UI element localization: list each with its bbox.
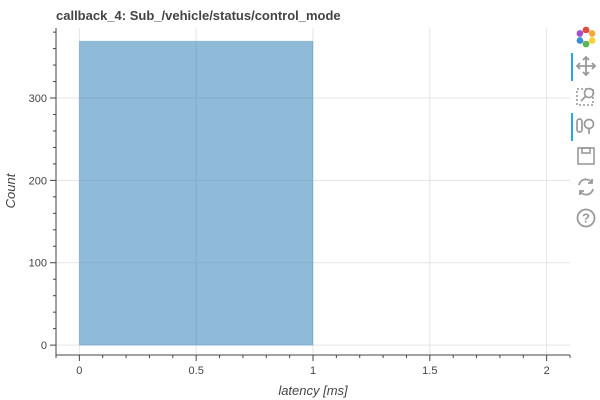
y-ticks: 0 100 200 300 xyxy=(29,31,56,352)
chart-toolbar: ? xyxy=(571,22,600,242)
pan-icon[interactable] xyxy=(571,53,600,81)
box-zoom-icon[interactable] xyxy=(571,83,600,109)
x-ticks: 0 0.5 1 1.5 2 xyxy=(55,355,571,377)
y-tick-label: 100 xyxy=(29,258,47,270)
x-tick-label: 2 xyxy=(544,365,550,377)
x-axis-label: latency [ms] xyxy=(278,383,348,398)
wheel-zoom-icon[interactable] xyxy=(571,113,600,141)
chart-title: callback_4: Sub_/vehicle/status/control_… xyxy=(56,8,341,23)
y-tick-label: 200 xyxy=(29,175,47,187)
svg-text:?: ? xyxy=(582,211,590,226)
x-tick-label: 1 xyxy=(310,365,316,377)
y-tick-label: 0 xyxy=(41,340,47,352)
bokeh-logo-icon[interactable] xyxy=(571,24,600,50)
x-tick-label: 0.5 xyxy=(189,365,204,377)
y-tick-label: 300 xyxy=(29,93,47,105)
x-tick-label: 1.5 xyxy=(422,365,437,377)
reset-icon[interactable] xyxy=(571,174,600,200)
histogram-bar xyxy=(78,40,314,346)
x-tick-label: 0 xyxy=(76,365,82,377)
bars xyxy=(78,40,314,346)
help-icon[interactable]: ? xyxy=(571,205,600,231)
save-icon[interactable] xyxy=(571,143,600,169)
y-axis-label: Count xyxy=(3,172,18,208)
